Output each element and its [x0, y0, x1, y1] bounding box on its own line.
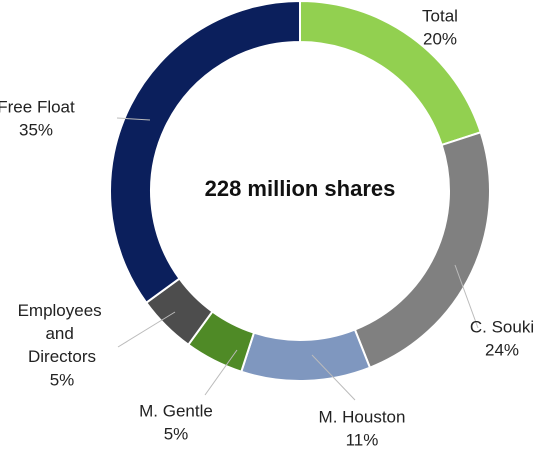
leader-line	[454, 264, 479, 329]
leader-line	[311, 354, 356, 401]
segment-label: M. Houston	[319, 407, 406, 426]
segment-label: Total	[422, 6, 458, 25]
center-label: 228 million shares	[205, 176, 396, 201]
segment-label: Free Float	[0, 97, 75, 116]
value-label: 20%	[423, 29, 457, 48]
donut-segment	[240, 328, 372, 382]
value-label: 5%	[164, 424, 189, 443]
segment-label: M. Gentle	[139, 401, 213, 420]
leader-line	[204, 349, 238, 396]
leader-line	[117, 311, 176, 348]
leader-line	[116, 117, 151, 121]
value-label: 5%	[50, 370, 75, 389]
value-label: 11%	[346, 430, 379, 449]
value-label: 24%	[485, 340, 519, 359]
segment-label: C. Souki	[470, 317, 534, 336]
value-label: 35%	[19, 120, 53, 139]
donut-segment	[109, 0, 301, 305]
segment-label: Employees and Directors	[18, 301, 107, 366]
